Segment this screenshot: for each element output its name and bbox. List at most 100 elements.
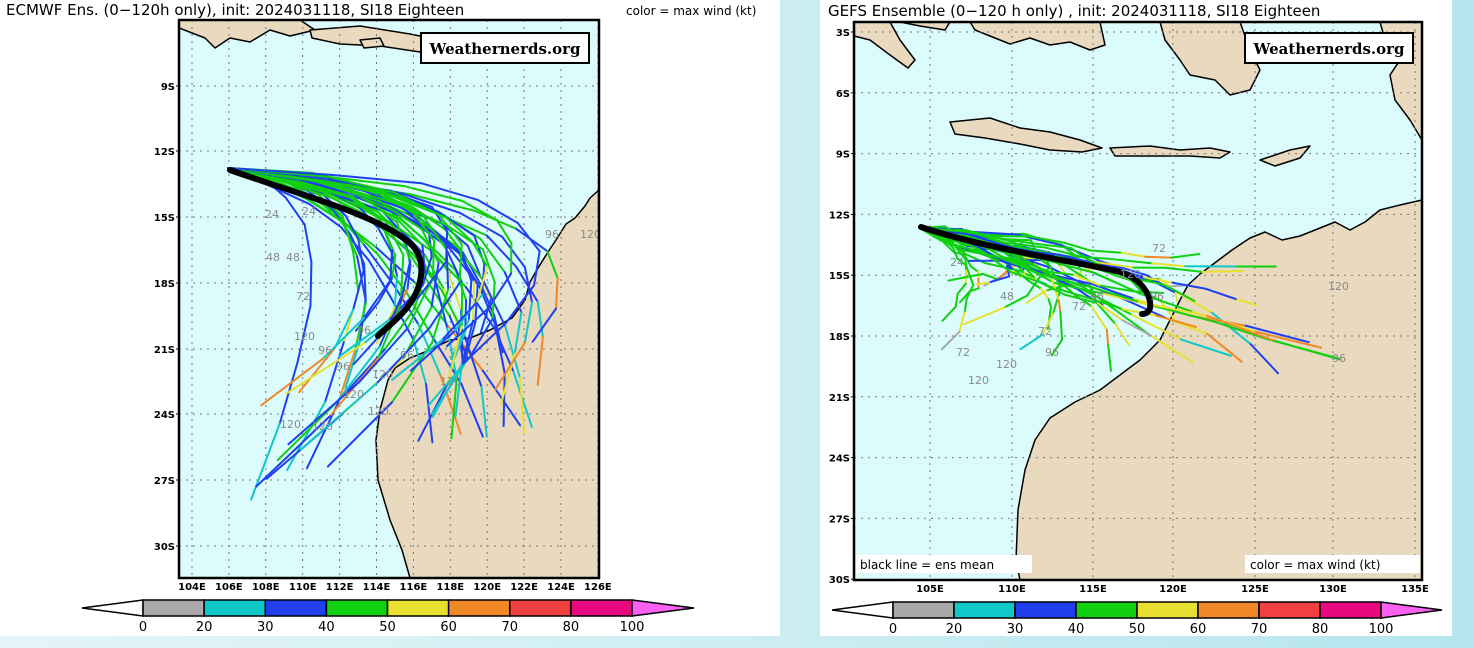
ensemble-track-segment bbox=[1170, 253, 1201, 259]
landmass bbox=[1015, 199, 1422, 580]
ensemble-track-segment bbox=[1213, 320, 1269, 341]
ensemble-track-segment bbox=[406, 263, 412, 291]
colorbar-label: 70 bbox=[1251, 622, 1268, 636]
colorbar-label: 100 bbox=[1369, 622, 1394, 636]
longitude-label: 115E bbox=[1079, 584, 1107, 595]
ensemble-track-segment bbox=[996, 255, 1045, 277]
ensemble-track-segment bbox=[376, 304, 401, 360]
ensemble-track-segment bbox=[938, 237, 967, 244]
ensemble-track-segment bbox=[501, 235, 526, 269]
ensemble-track-segment bbox=[1082, 286, 1121, 315]
ensemble-track-segment bbox=[964, 241, 987, 255]
ensemble-track-segment bbox=[1092, 286, 1140, 303]
colorbar-segment bbox=[1258, 601, 1321, 619]
ensemble-track-segment bbox=[326, 401, 393, 468]
ensemble-track-segment bbox=[1122, 298, 1168, 320]
watermark-box bbox=[1244, 32, 1414, 64]
forecast-hour-label: 48 bbox=[286, 251, 300, 264]
forecast-hour-label: 96 bbox=[357, 324, 371, 337]
ensemble-track-segment bbox=[285, 342, 366, 395]
longitude-label: 116E bbox=[400, 582, 428, 593]
ensemble-track-segment bbox=[399, 217, 431, 247]
colorbar-label: 100 bbox=[620, 620, 645, 635]
colorbar-segment bbox=[1197, 601, 1260, 619]
ensemble-track-segment bbox=[400, 192, 461, 214]
latitude-label: 15S bbox=[829, 271, 850, 282]
color-note-box bbox=[1245, 555, 1420, 573]
ensemble-track-segment bbox=[1042, 274, 1095, 289]
latitude-label: 30S bbox=[829, 575, 850, 586]
ensemble-track-segment bbox=[1096, 302, 1124, 322]
ensemble-track-segment bbox=[518, 376, 526, 435]
ensemble-track-segment bbox=[977, 245, 993, 256]
forecast-hour-label: 96 bbox=[545, 228, 559, 241]
ensemble-track-segment bbox=[409, 330, 456, 372]
latitude-label: 9S bbox=[836, 150, 850, 161]
ensemble-track-segment bbox=[947, 272, 984, 282]
landmass bbox=[949, 117, 1103, 153]
ensemble-track-segment bbox=[1010, 271, 1041, 284]
longitude-label: 126E bbox=[584, 582, 612, 593]
colorbar-under-arrow bbox=[81, 599, 144, 617]
gefs-track-map: GEFS Ensemble (0−120 h only) , init: 202… bbox=[828, 2, 1443, 636]
ensemble-track-segment bbox=[1051, 288, 1062, 315]
ensemble-track-segment bbox=[358, 327, 409, 383]
ensemble-track-segment bbox=[984, 252, 1013, 274]
ensemble-track-segment bbox=[434, 279, 449, 330]
colorbar-label: 50 bbox=[1129, 622, 1146, 636]
ensemble-track-segment bbox=[479, 237, 506, 274]
ensemble-track-segment bbox=[523, 266, 534, 304]
forecast-hour-label: 96 bbox=[318, 344, 332, 357]
ensemble-track-segment bbox=[445, 230, 449, 263]
ensemble-track-segment bbox=[956, 282, 967, 295]
ensemble-track-segment bbox=[1049, 260, 1096, 274]
ensemble-track-segment bbox=[481, 369, 522, 427]
forecast-hour-label: 96 bbox=[336, 360, 350, 373]
ensemble-track-segment bbox=[352, 250, 360, 293]
ensemble-track-segment bbox=[308, 203, 342, 229]
ensemble-track-segment bbox=[512, 370, 533, 428]
ensemble-track-segment bbox=[299, 382, 378, 451]
landmass bbox=[1259, 145, 1311, 167]
colorbar-segment bbox=[325, 599, 389, 617]
watermark-text: Weathernerds.org bbox=[1252, 40, 1405, 58]
ensemble-track-segment bbox=[420, 213, 448, 251]
forecast-hour-label: 72 bbox=[1038, 325, 1052, 338]
longitude-label: 108E bbox=[252, 582, 280, 593]
ensemble-track-segment bbox=[494, 341, 526, 391]
ensemble-track-segment bbox=[1168, 284, 1186, 288]
ensemble-track-segment bbox=[1204, 287, 1239, 301]
color-legend-note: color = max wind (kt) bbox=[626, 4, 756, 18]
longitude-label: 120E bbox=[1159, 584, 1187, 595]
ecmwf-track-map: ECMWF Ens. (0−120h only), init: 20240311… bbox=[6, 1, 756, 635]
colorbar-label: 80 bbox=[563, 620, 580, 635]
colorbar-label: 20 bbox=[196, 620, 213, 635]
ensemble-track-segment bbox=[1064, 255, 1111, 260]
ensemble-track-segment bbox=[1059, 311, 1064, 341]
ensemble-track-segment bbox=[431, 239, 436, 280]
latitude-label: 9S bbox=[161, 82, 175, 93]
colorbar-over-arrow bbox=[1380, 601, 1443, 619]
ensemble-track-segment bbox=[487, 272, 513, 309]
latitude-label: 24S bbox=[829, 454, 850, 465]
ensemble-track-segment bbox=[445, 224, 484, 251]
watermark-box bbox=[420, 32, 590, 64]
ensemble-track-segment bbox=[1206, 332, 1243, 363]
ensemble-track-segment bbox=[1038, 281, 1066, 296]
latitude-label: 6S bbox=[836, 89, 850, 100]
ensemble-track-segment bbox=[1163, 266, 1204, 273]
ensemble-track-segment bbox=[458, 211, 504, 238]
ensemble-track-segment bbox=[1003, 294, 1029, 309]
forecast-hour-label: 72 bbox=[1072, 300, 1086, 313]
forecast-hour-label: 120 bbox=[996, 358, 1017, 371]
ensemble-track-segment bbox=[407, 193, 476, 212]
ensemble-track-segment bbox=[1273, 339, 1342, 361]
latitude-label: 27S bbox=[154, 476, 175, 487]
ensemble-track-segment bbox=[988, 275, 1011, 284]
ensemble-track-segment bbox=[1023, 272, 1036, 279]
colorbar-label: 30 bbox=[1007, 622, 1024, 636]
ensemble-track-segment bbox=[1174, 290, 1213, 314]
colorbar-segment bbox=[1014, 601, 1077, 619]
ensemble-track-segment bbox=[1077, 288, 1087, 296]
